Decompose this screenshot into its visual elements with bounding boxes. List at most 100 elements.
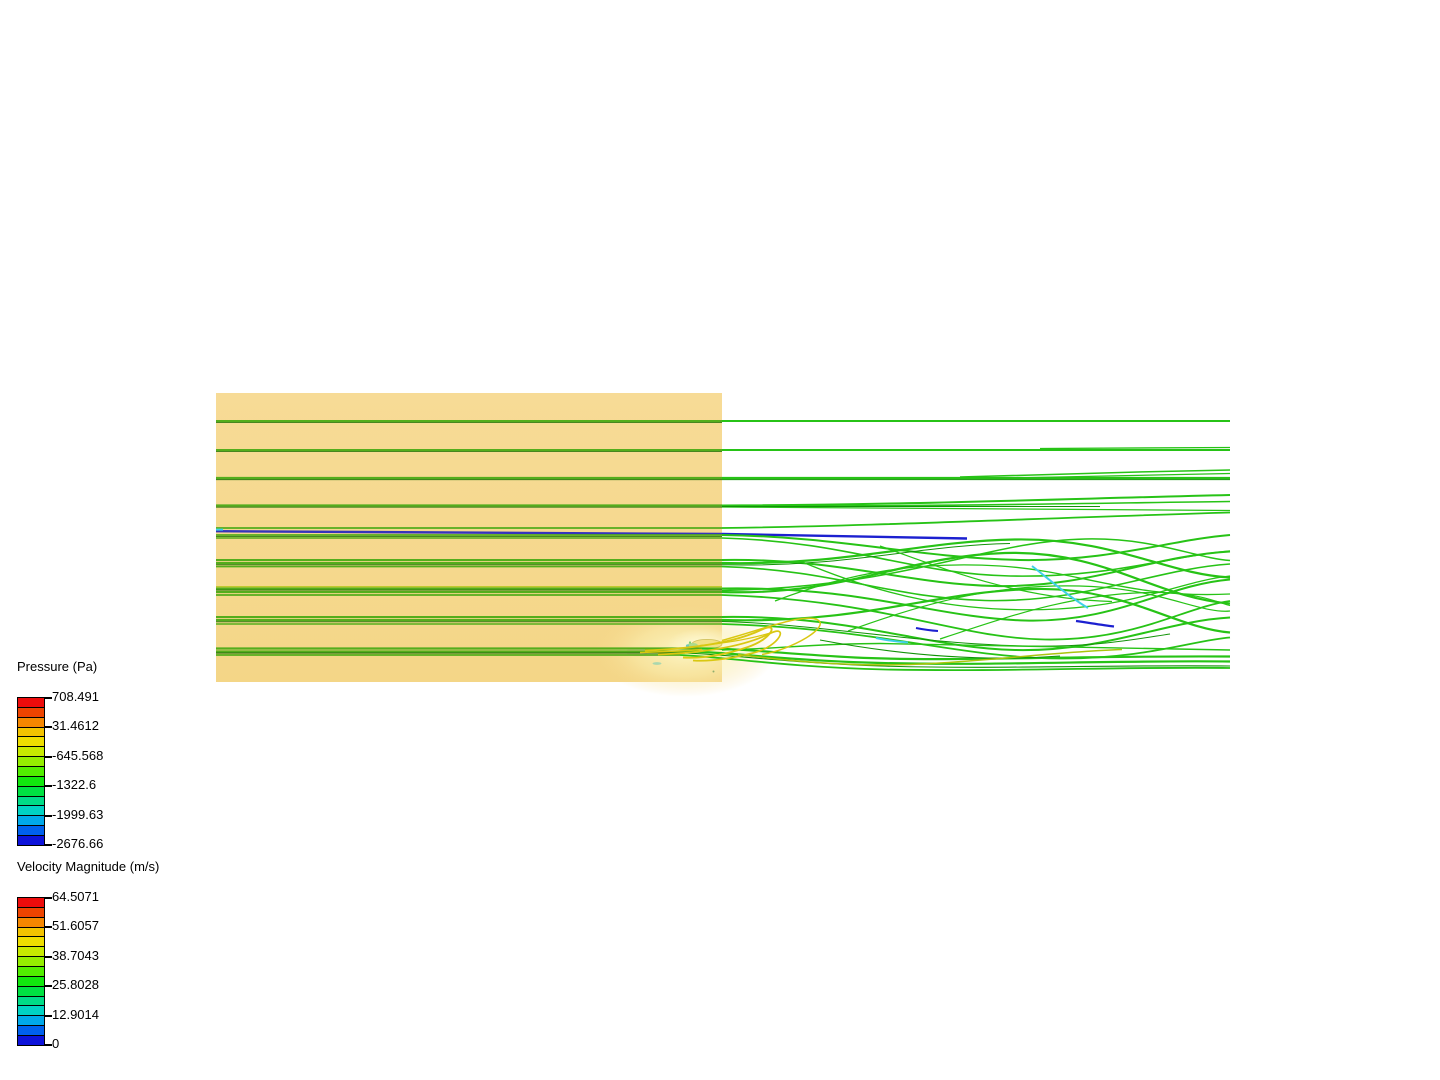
- pressure-legend-title: Pressure (Pa): [17, 659, 98, 674]
- velocity-tick-label: 0: [52, 1036, 60, 1051]
- pressure-tick-label: 31.4612: [52, 718, 99, 734]
- colorbar-tick: [45, 726, 52, 729]
- colorbar-tick: [45, 844, 52, 846]
- body-shape: [652, 662, 662, 665]
- colorbar-segment: [18, 795, 44, 806]
- streamline-path: [215, 530, 723, 536]
- streamline-path: [721, 494, 1231, 507]
- colorbar-segment: [18, 746, 44, 757]
- colorbar-tick: [45, 1014, 52, 1017]
- streamline-path: [847, 585, 1231, 632]
- velocity-tick-label: 25.8028: [52, 977, 99, 993]
- streamline-path: [721, 587, 1231, 634]
- colorbar-segment: [18, 785, 44, 796]
- streamline-path: [699, 631, 773, 647]
- body-shape: [688, 641, 692, 644]
- colorbar-tick: [45, 755, 52, 758]
- streamline-path: [699, 647, 1231, 661]
- streamline-path: [721, 532, 968, 540]
- streamline-path: [721, 543, 1011, 566]
- colorbar-segment: [18, 698, 44, 707]
- colorbar-segment: [18, 1025, 44, 1036]
- pressure-tick-label: -2676.66: [52, 836, 104, 851]
- streamline-path: [875, 637, 909, 644]
- streamline-path: [915, 627, 939, 632]
- pressure-colorbar: [17, 697, 45, 846]
- streamline-path: [679, 654, 1231, 672]
- streamline-path: [721, 550, 1231, 588]
- streamline-path: [684, 652, 1231, 668]
- streamline-path: [959, 469, 1231, 478]
- colorbar-tick: [45, 785, 52, 788]
- streamline-path: [1039, 446, 1231, 450]
- velocity-legend-title: Velocity Magnitude (m/s): [17, 859, 160, 874]
- streamline-path: [721, 621, 1171, 647]
- colorbar-segment: [18, 995, 44, 1006]
- streamline-path: [721, 594, 1231, 641]
- streamline-path: [721, 578, 1231, 622]
- body-shape: [712, 670, 715, 673]
- colorbar-segment: [18, 966, 44, 976]
- colorbar-segment: [18, 825, 44, 836]
- colorbar-segment: [18, 726, 44, 737]
- colorbar-tick: [45, 814, 52, 817]
- colorbar-segment: [18, 1005, 44, 1016]
- colorbar-segment: [18, 766, 44, 776]
- streamline-path: [721, 563, 1231, 602]
- pressure-tick-label: -1999.63: [52, 806, 104, 822]
- streamline-path: [639, 648, 703, 654]
- colorbar-segment: [18, 805, 44, 816]
- streamline-path: [1009, 472, 1231, 479]
- colorbar-segment: [18, 1035, 44, 1045]
- pressure-legend: Pressure (Pa) 708.491 31.4612 -645.568 -132…: [17, 659, 217, 864]
- colorbar-segment: [18, 716, 44, 727]
- streamline-path: [1031, 565, 1089, 609]
- colorbar-tick: [45, 926, 52, 929]
- colorbar-tick: [45, 1044, 52, 1046]
- colorbar-segment: [18, 985, 44, 996]
- streamline-path: [721, 538, 1231, 579]
- colorbar-segment: [18, 736, 44, 747]
- streamline-path: [774, 564, 1231, 602]
- streamline-path: [799, 560, 1231, 611]
- streamline-path: [657, 630, 782, 662]
- colorbar-segment: [18, 956, 44, 967]
- colorbar-segment: [18, 898, 44, 907]
- velocity-colorbar: [17, 897, 45, 1046]
- colorbar-segment: [18, 936, 44, 947]
- streamline-path: [721, 506, 1231, 512]
- colorbar-segment: [18, 835, 44, 845]
- colorbar-segment: [18, 946, 44, 957]
- colorbar-segment: [18, 926, 44, 937]
- velocity-tick-label: 51.6057: [52, 918, 99, 934]
- streamline-group: [215, 420, 1231, 672]
- streamline-path: [939, 591, 1231, 640]
- velocity-tick-label: 64.5071: [52, 889, 99, 904]
- colorbar-segment: [18, 756, 44, 767]
- colorbar-segment: [18, 815, 44, 826]
- streamline-path: [721, 500, 1231, 507]
- velocity-tick-label: 12.9014: [52, 1006, 99, 1022]
- streamline-path: [721, 511, 1231, 529]
- velocity-tick-label: 38.7043: [52, 947, 99, 963]
- streamline-path: [819, 639, 1061, 659]
- streamline-path: [721, 615, 1231, 652]
- colorbar-segment: [18, 706, 44, 717]
- streamline-path: [721, 642, 1231, 651]
- pressure-tick-label: -1322.6: [52, 777, 97, 793]
- velocity-legend: Velocity Magnitude (m/s) 64.5071 51.6057 3…: [17, 859, 217, 1064]
- streamline-path: [721, 538, 1231, 592]
- streamline-path: [721, 534, 1231, 562]
- streamline-path: [737, 648, 1123, 666]
- colorbar-tick: [45, 697, 52, 699]
- colorbar-segment: [18, 775, 44, 786]
- colorbar-segment: [18, 975, 44, 986]
- colorbar-tick: [45, 897, 52, 899]
- pressure-tick-label: -645.568: [52, 747, 104, 763]
- streamline-path: [1075, 619, 1115, 628]
- colorbar-segment: [18, 1015, 44, 1026]
- colorbar-tick: [45, 955, 52, 958]
- colorbar-segment: [18, 906, 44, 917]
- pressure-tick-label: 708.491: [52, 689, 99, 704]
